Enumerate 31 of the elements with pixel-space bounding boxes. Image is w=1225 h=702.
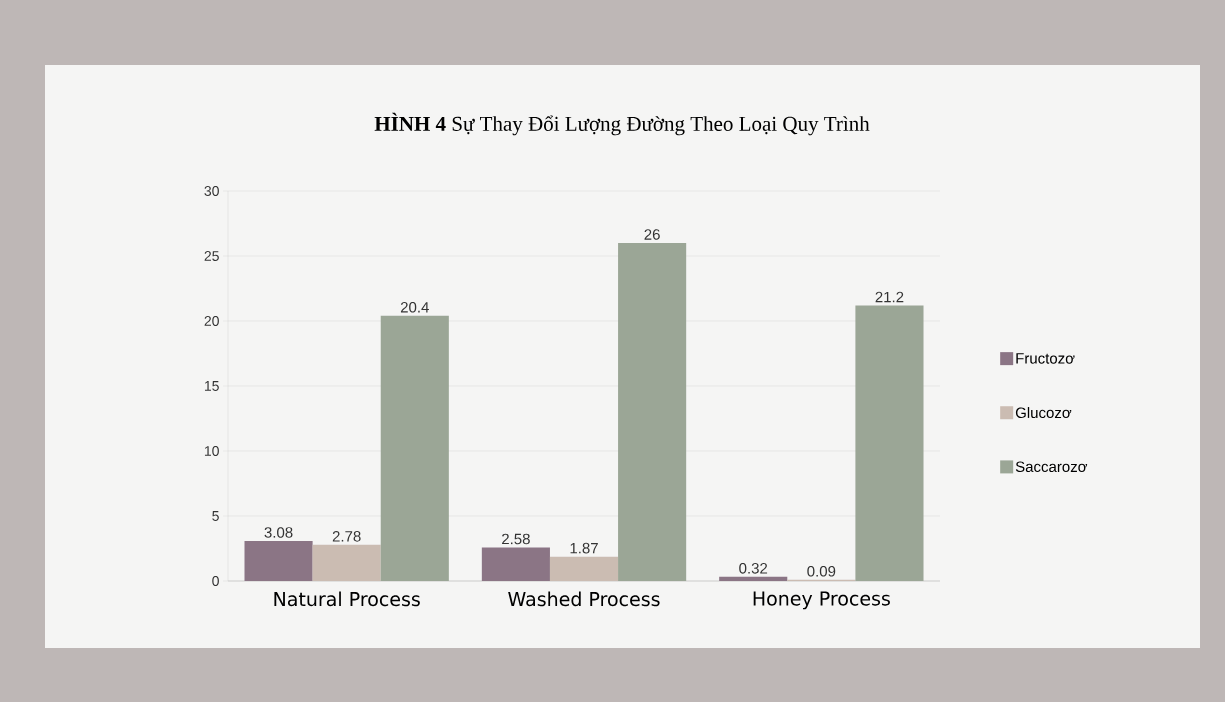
data-label: 3.08	[264, 527, 293, 538]
data-label: 2.78	[332, 531, 361, 542]
data-label: 26	[644, 229, 660, 240]
y-tick-label: 30	[204, 186, 219, 196]
y-tick-label: 10	[204, 446, 219, 456]
bar	[618, 243, 687, 581]
data-label: 0.09	[807, 566, 836, 577]
y-tick-label: 25	[204, 251, 219, 261]
y-tick-label: 15	[204, 381, 219, 391]
bar	[719, 576, 788, 581]
legend-label: Saccarozơ	[1015, 461, 1088, 473]
data-label: 20.4	[400, 301, 429, 313]
chart-title: HÌNH 4 Sự Thay Đổi Lượng Đường Theo Loại Quy Trình	[374, 112, 870, 136]
y-tick-label: 0	[212, 576, 219, 586]
x-tick-label: Natural Process	[274, 591, 420, 607]
data-label: 2.58	[502, 533, 530, 545]
bar	[244, 540, 313, 581]
legend-label: Glucozơ	[1015, 407, 1072, 419]
y-tick-label: 20	[204, 316, 219, 326]
data-label: 0.32	[739, 563, 768, 574]
data-label: 21.2	[875, 291, 904, 303]
legend-label: Fructozơ	[1016, 353, 1075, 364]
data-label: 1.87	[570, 542, 598, 554]
y-tick-label: 5	[212, 511, 219, 521]
x-tick-label: Honey Process	[753, 591, 890, 610]
bar	[481, 547, 550, 581]
bar	[380, 315, 449, 581]
x-tick-label: Washed Process	[508, 591, 660, 607]
bar	[312, 544, 381, 581]
bar	[549, 556, 619, 581]
bar	[855, 305, 924, 581]
